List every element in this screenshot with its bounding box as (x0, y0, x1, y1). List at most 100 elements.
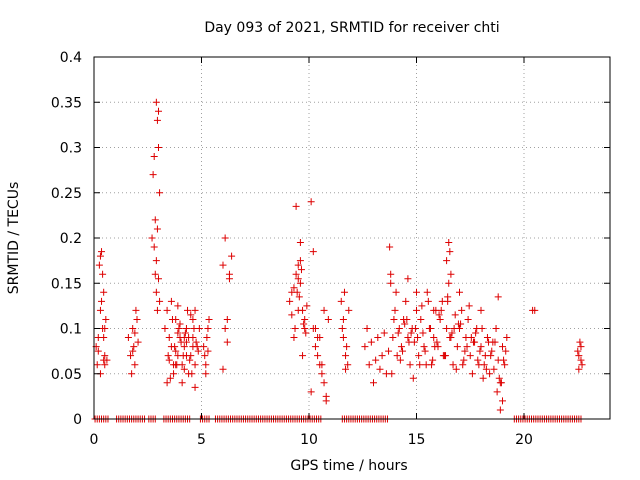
data-point (339, 334, 347, 342)
data-point (502, 347, 510, 355)
data-point (150, 243, 158, 251)
data-point (181, 329, 189, 337)
data-point (155, 107, 162, 115)
data-point (469, 338, 477, 346)
data-point (343, 343, 351, 351)
data-point (361, 343, 369, 351)
data-point (386, 243, 394, 251)
data-point (460, 356, 468, 364)
data-point (188, 370, 196, 378)
data-point (413, 306, 420, 314)
data-point (127, 352, 135, 360)
data-point (98, 248, 106, 256)
data-point (387, 270, 395, 278)
data-point (374, 334, 382, 342)
data-point (165, 356, 173, 364)
data-point (487, 352, 495, 360)
data-point (419, 329, 427, 337)
data-point (292, 270, 300, 278)
data-point (155, 275, 162, 283)
data-point (93, 361, 101, 369)
data-point (300, 320, 308, 328)
data-point (293, 288, 301, 296)
axis-ticks: 0 0.05 0.1 0.15 0.2 0.25 0.3 0.35 0.4 0 5 10 15 20 (51, 50, 610, 448)
data-point (150, 153, 158, 161)
data-point (322, 397, 330, 405)
x-tick-label: 5 (197, 432, 206, 448)
data-point (124, 334, 132, 342)
data-point (500, 356, 508, 364)
data-point (98, 297, 106, 305)
data-point (296, 239, 304, 247)
data-point (405, 338, 413, 346)
data-point (391, 306, 399, 314)
data-point (294, 275, 302, 283)
data-point (407, 329, 415, 337)
data-point (174, 302, 182, 310)
data-point (153, 116, 161, 124)
y-tick-label: 0.25 (51, 186, 82, 202)
data-point (531, 306, 539, 314)
data-point (453, 343, 461, 351)
data-point (342, 365, 350, 373)
y-tick-label: 0.35 (51, 95, 82, 111)
data-point (575, 365, 583, 373)
data-point (344, 361, 352, 369)
data-point (426, 325, 434, 332)
data-point (221, 325, 229, 332)
data-point (202, 361, 210, 369)
data-point (421, 347, 429, 355)
data-point (446, 248, 454, 256)
data-point (152, 288, 160, 296)
data-point (430, 334, 438, 342)
data-point (345, 306, 353, 314)
data-point (477, 343, 485, 351)
data-point (495, 374, 503, 382)
data-point (130, 343, 138, 351)
data-point (194, 347, 202, 355)
data-point (450, 325, 458, 332)
y-tick-label: 0.4 (60, 50, 82, 66)
data-point (399, 347, 407, 355)
data-point (204, 325, 212, 332)
data-point (156, 297, 164, 305)
data-point (156, 189, 164, 197)
data-point (577, 343, 585, 351)
data-point (437, 306, 445, 314)
data-point (102, 315, 110, 323)
data-point (129, 347, 137, 355)
data-point (404, 334, 412, 342)
data-point (378, 352, 386, 360)
data-point (170, 370, 178, 378)
data-point (301, 315, 309, 323)
data-point (443, 325, 451, 332)
data-point (474, 356, 482, 364)
data-point (201, 352, 209, 360)
grid (94, 57, 610, 419)
data-point (445, 279, 453, 287)
data-point (397, 343, 405, 351)
data-point (342, 352, 350, 360)
data-point (318, 370, 326, 378)
data-point (477, 306, 485, 314)
data-point (493, 388, 501, 396)
data-point (389, 334, 397, 342)
data-point (435, 311, 443, 319)
data-point (403, 315, 411, 323)
data-point (459, 361, 467, 369)
data-point (420, 343, 428, 351)
data-point (296, 257, 304, 265)
x-axis-label: GPS time / hours (290, 458, 407, 474)
data-point (165, 334, 173, 342)
x-tick-label: 10 (300, 432, 318, 448)
y-tick-label: 0.1 (60, 322, 82, 338)
data-point (338, 325, 346, 332)
data-point (413, 288, 420, 296)
data-point (204, 347, 212, 355)
data-point (172, 347, 180, 355)
data-point (468, 370, 476, 378)
data-point (482, 365, 490, 373)
data-point (149, 171, 157, 179)
data-point (180, 365, 188, 373)
data-point (203, 334, 211, 342)
